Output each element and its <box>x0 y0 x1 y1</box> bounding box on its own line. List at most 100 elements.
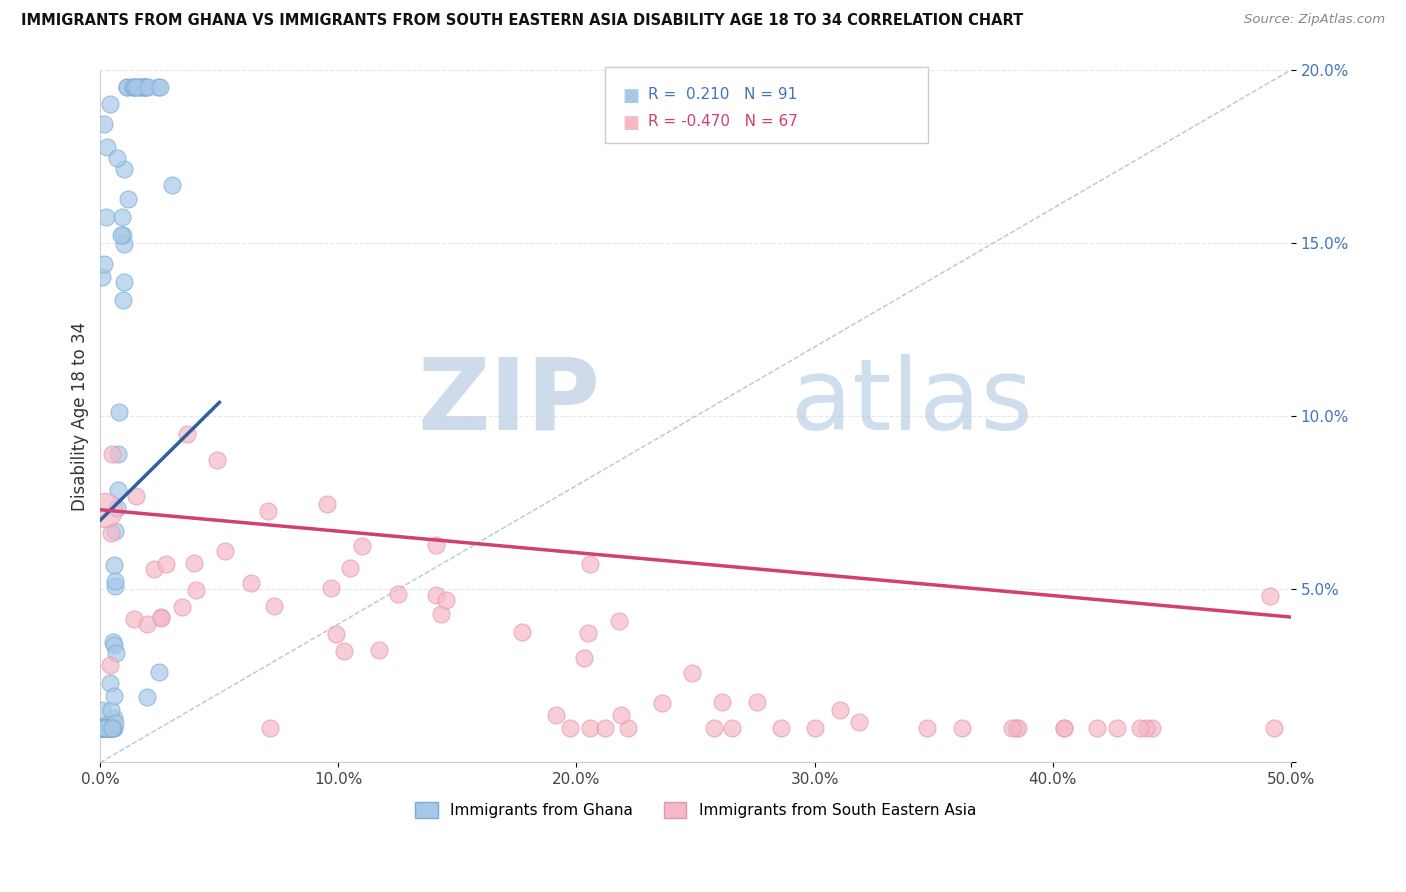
Point <box>848 715 870 730</box>
Point <box>160 178 183 192</box>
Point <box>325 627 347 641</box>
Y-axis label: Disability Age 18 to 34: Disability Age 18 to 34 <box>72 322 89 511</box>
Point <box>104 646 127 660</box>
Point <box>90 721 112 735</box>
Point <box>93 721 115 735</box>
Text: Source: ZipAtlas.com: Source: ZipAtlas.com <box>1244 13 1385 27</box>
Point <box>98 676 121 690</box>
Point <box>117 192 139 206</box>
Point <box>117 80 139 95</box>
Point <box>124 80 146 95</box>
Point <box>950 721 973 735</box>
Point <box>134 80 156 95</box>
Point <box>1142 721 1164 735</box>
Point <box>1258 589 1281 603</box>
Text: atlas: atlas <box>790 354 1032 450</box>
Point <box>1007 721 1029 735</box>
Point <box>214 544 236 558</box>
Point <box>96 721 118 735</box>
Point <box>97 721 120 735</box>
Point <box>93 117 115 131</box>
Point <box>205 453 228 467</box>
Point <box>319 581 342 595</box>
Point <box>96 721 118 735</box>
Point <box>93 257 115 271</box>
Point <box>576 626 599 640</box>
Point <box>112 227 135 242</box>
Point <box>101 721 124 735</box>
Point <box>434 592 457 607</box>
Point <box>651 696 673 710</box>
Point <box>97 721 120 735</box>
Point <box>1004 721 1026 735</box>
Point <box>112 162 135 177</box>
Point <box>316 497 339 511</box>
Point <box>91 721 114 735</box>
Point <box>617 721 640 735</box>
Point <box>100 721 122 735</box>
Point <box>745 695 768 709</box>
Point <box>128 80 150 95</box>
Point <box>134 80 156 95</box>
Point <box>186 582 208 597</box>
Point <box>96 721 118 735</box>
Point <box>1052 721 1074 735</box>
Point <box>93 721 115 735</box>
Point <box>104 574 127 589</box>
Point <box>136 617 159 632</box>
Point <box>610 708 633 723</box>
Point <box>804 721 827 735</box>
Point <box>103 721 125 735</box>
Point <box>129 80 152 95</box>
Point <box>578 721 600 735</box>
Point <box>107 483 129 497</box>
Point <box>155 557 177 571</box>
Point <box>94 721 117 735</box>
Point <box>105 501 128 516</box>
Point <box>93 721 115 735</box>
Point <box>90 721 112 735</box>
Point <box>91 721 114 735</box>
Point <box>98 721 121 735</box>
Point <box>544 707 567 722</box>
Point <box>90 721 112 735</box>
Point <box>703 721 725 735</box>
Point <box>93 721 115 735</box>
Point <box>339 560 361 574</box>
Text: ■: ■ <box>623 114 640 132</box>
Point <box>97 716 120 731</box>
Point <box>111 211 134 225</box>
Text: ZIP: ZIP <box>418 354 600 450</box>
Point <box>558 721 581 735</box>
Legend: Immigrants from Ghana, Immigrants from South Eastern Asia: Immigrants from Ghana, Immigrants from S… <box>409 796 983 824</box>
Point <box>93 721 115 735</box>
Point <box>90 270 112 285</box>
Point <box>333 644 356 658</box>
Point <box>112 275 135 289</box>
Point <box>104 524 127 539</box>
Point <box>122 612 145 626</box>
Point <box>257 504 280 518</box>
Point <box>263 599 285 613</box>
Point <box>96 721 118 735</box>
Point <box>1129 721 1152 735</box>
Point <box>93 721 115 735</box>
Point <box>115 80 138 95</box>
Point <box>122 80 145 95</box>
Point <box>828 703 851 717</box>
Text: R =  0.210   N = 91: R = 0.210 N = 91 <box>648 87 797 103</box>
Point <box>98 721 121 735</box>
Text: IMMIGRANTS FROM GHANA VS IMMIGRANTS FROM SOUTH EASTERN ASIA DISABILITY AGE 18 TO: IMMIGRANTS FROM GHANA VS IMMIGRANTS FROM… <box>21 13 1024 29</box>
Point <box>104 716 127 731</box>
Point <box>103 690 125 704</box>
Point <box>100 703 122 717</box>
Point <box>176 426 198 441</box>
Point <box>100 721 122 735</box>
Point <box>125 80 148 95</box>
Point <box>90 702 112 716</box>
Point <box>149 80 172 95</box>
Point <box>103 710 125 724</box>
Point <box>1135 721 1157 735</box>
Point <box>170 599 193 614</box>
Point <box>142 562 165 576</box>
